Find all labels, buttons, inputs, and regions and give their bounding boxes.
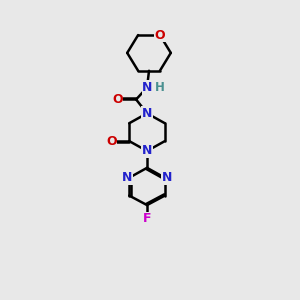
Text: H: H xyxy=(154,81,164,94)
Text: N: N xyxy=(122,171,132,184)
Text: F: F xyxy=(143,212,151,226)
Text: N: N xyxy=(142,145,152,158)
Text: O: O xyxy=(106,135,117,148)
Text: O: O xyxy=(154,28,165,42)
Text: N: N xyxy=(142,107,152,120)
Text: O: O xyxy=(112,93,123,106)
Text: N: N xyxy=(142,81,153,94)
Text: N: N xyxy=(162,171,172,184)
